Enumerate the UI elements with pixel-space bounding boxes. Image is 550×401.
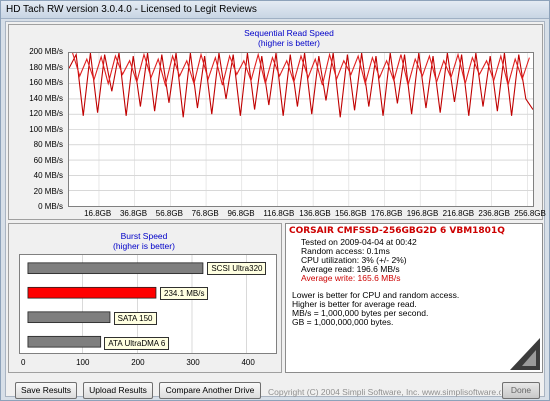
legit-reviews-logo [510, 338, 540, 370]
read-chart-title: Sequential Read Speed [244, 28, 334, 38]
read-chart-x-tick: 256.8GB [514, 209, 546, 218]
burst-bar-reference [27, 262, 204, 275]
burst-chart-panel: Burst Speed (higher is better) SCSI Ultr… [8, 223, 282, 373]
read-chart-y-tick: 100 MB/s [29, 124, 63, 134]
burst-bar-label: SATA 150 [113, 312, 157, 325]
read-chart-y-tick: 140 MB/s [29, 93, 63, 103]
burst-chart-x-tick: 300 [186, 358, 200, 367]
note-lower-better: Lower is better for CPU and random acces… [292, 290, 460, 300]
read-chart-y-tick: 0 MB/s [38, 202, 63, 211]
tested-on: Tested on 2009-04-04 at 00:42 [301, 237, 417, 247]
read-chart-y-tick: 200 MB/s [29, 47, 63, 56]
save-results-button[interactable]: Save Results [15, 382, 77, 399]
results-info-box: CORSAIR CMFSSD-256GBG2D 6 VBM1801Q Teste… [285, 223, 543, 373]
read-chart-y-tick: 80 MB/s [33, 140, 63, 149]
read-chart-y-tick: 40 MB/s [33, 171, 63, 180]
read-chart-x-tick: 136.8GB [299, 209, 331, 218]
read-chart-x-tick: 196.8GB [406, 209, 439, 218]
note-gb: GB = 1,000,000,000 bytes. [292, 317, 394, 327]
read-chart-y-tick: 160 MB/s [29, 78, 63, 87]
client-area: Sequential Read Speed (higher is better)… [5, 21, 546, 399]
read-chart-x-tick: 36.8GB [119, 209, 148, 218]
read-chart-x-tick: 236.8GB [478, 209, 510, 218]
burst-chart-x-tick: 100 [76, 358, 90, 367]
burst-bar-label: ATA UltraDMA 6 [104, 337, 170, 350]
read-chart-y-tick: 180 MB/s [29, 62, 63, 72]
burst-chart-subtitle: (higher is better) [113, 241, 175, 251]
compare-another-drive-button[interactable]: Compare Another Drive [159, 382, 261, 399]
read-chart-y-tick: 20 MB/s [33, 186, 63, 196]
read-chart-x-tick: 76.8GB [191, 209, 219, 218]
average-write: Average write: 165.6 MB/s [301, 273, 401, 283]
burst-bar-reference [27, 335, 102, 348]
copyright-text: Copyright (C) 2004 Simpli Software, Inc.… [268, 387, 501, 397]
title-bar: HD Tach RW version 3.0.4.0 - Licensed to… [1, 1, 549, 19]
window-title: HD Tach RW version 3.0.4.0 - Licensed to… [6, 4, 257, 15]
read-speed-series-line [72, 53, 530, 88]
read-chart-x-tick: 176.8GB [370, 209, 403, 218]
read-chart-x-tick: 16.8GB [84, 209, 112, 218]
upload-results-button[interactable]: Upload Results [83, 382, 153, 399]
burst-chart-title: Burst Speed [120, 231, 168, 241]
done-button[interactable]: Done [502, 382, 540, 399]
cpu-utilization: CPU utilization: 3% (+/- 2%) [301, 255, 407, 265]
read-chart-x-tick: 116.8GB [263, 209, 295, 218]
read-chart-x-tick: 96.8GB [227, 209, 255, 218]
drive-name: CORSAIR CMFSSD-256GBG2D 6 VBM1801Q [289, 226, 505, 236]
read-chart-y-tick: 60 MB/s [33, 155, 63, 165]
note-higher-better: Higher is better for average read. [292, 299, 417, 309]
read-chart-x-tick: 156.8GB [335, 209, 367, 218]
burst-bar-label: SCSI Ultra320 [207, 262, 267, 275]
read-chart-y-tick: 120 MB/s [29, 109, 63, 118]
burst-chart-x-tick: 400 [241, 358, 255, 367]
read-chart-x-tick: 56.8GB [155, 209, 183, 218]
read-speed-series-line [69, 53, 533, 118]
read-chart-subtitle: (higher is better) [258, 38, 320, 48]
average-read: Average read: 196.6 MB/s [301, 264, 400, 274]
burst-bar-tested [27, 286, 157, 299]
burst-bar-label: 234.1 MB/s [160, 287, 209, 300]
note-mbps: MB/s = 1,000,000 bytes per second. [292, 308, 429, 318]
read-chart-panel: Sequential Read Speed (higher is better)… [8, 24, 546, 220]
read-chart-plot [68, 52, 534, 207]
read-chart-x-tick: 216.8GB [442, 209, 475, 218]
random-access: Random access: 0.1ms [301, 246, 390, 256]
burst-chart-x-tick: 0 [21, 358, 26, 367]
burst-bar-reference [27, 311, 111, 324]
burst-chart-x-tick: 200 [131, 358, 145, 367]
